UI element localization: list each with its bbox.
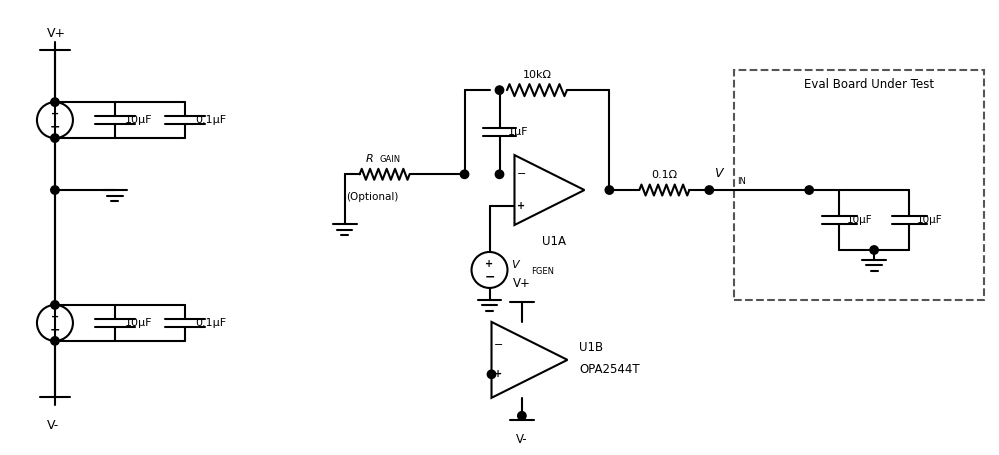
Text: U1A: U1A bbox=[542, 235, 566, 248]
Text: (Optional): (Optional) bbox=[347, 192, 399, 202]
Circle shape bbox=[496, 170, 503, 178]
Text: IN: IN bbox=[737, 177, 746, 186]
Text: 10μF: 10μF bbox=[847, 215, 873, 225]
Text: 10μF: 10μF bbox=[917, 215, 943, 225]
Circle shape bbox=[605, 186, 613, 194]
Circle shape bbox=[461, 170, 469, 178]
Text: −: − bbox=[516, 169, 526, 179]
Text: V-: V- bbox=[47, 419, 59, 432]
Circle shape bbox=[51, 337, 59, 345]
Text: R: R bbox=[366, 154, 374, 164]
Text: −: − bbox=[494, 340, 503, 350]
Text: V+: V+ bbox=[512, 277, 530, 290]
Text: −: − bbox=[50, 323, 60, 336]
Text: Eval Board Under Test: Eval Board Under Test bbox=[804, 78, 934, 91]
Text: V-: V- bbox=[516, 433, 527, 446]
Text: 10μF: 10μF bbox=[125, 115, 153, 125]
Text: +: + bbox=[51, 109, 59, 119]
Text: +: + bbox=[495, 369, 502, 379]
Text: 1μF: 1μF bbox=[507, 127, 528, 137]
Circle shape bbox=[496, 86, 503, 94]
Text: 10μF: 10μF bbox=[125, 318, 153, 328]
Text: 0.1Ω: 0.1Ω bbox=[651, 170, 677, 180]
Circle shape bbox=[705, 186, 713, 194]
Text: +: + bbox=[486, 258, 494, 268]
Circle shape bbox=[870, 246, 878, 254]
Text: V+: V+ bbox=[47, 27, 66, 40]
Circle shape bbox=[805, 186, 813, 194]
Text: GAIN: GAIN bbox=[379, 155, 401, 164]
Text: −: − bbox=[50, 121, 60, 133]
Circle shape bbox=[51, 98, 59, 106]
Text: +: + bbox=[517, 201, 525, 211]
Text: +: + bbox=[51, 312, 59, 322]
Text: V: V bbox=[511, 260, 519, 270]
Circle shape bbox=[51, 134, 59, 142]
Text: 10kΩ: 10kΩ bbox=[522, 70, 551, 80]
Circle shape bbox=[51, 301, 59, 309]
Circle shape bbox=[488, 370, 496, 379]
Circle shape bbox=[517, 412, 526, 420]
Text: 0.1μF: 0.1μF bbox=[195, 115, 226, 125]
Text: −: − bbox=[485, 270, 495, 283]
Text: V: V bbox=[714, 167, 723, 180]
Text: 0.1μF: 0.1μF bbox=[195, 318, 226, 328]
Text: U1B: U1B bbox=[579, 341, 603, 354]
Text: FGEN: FGEN bbox=[531, 268, 554, 277]
Text: OPA2544T: OPA2544T bbox=[579, 364, 640, 376]
Circle shape bbox=[51, 186, 59, 194]
